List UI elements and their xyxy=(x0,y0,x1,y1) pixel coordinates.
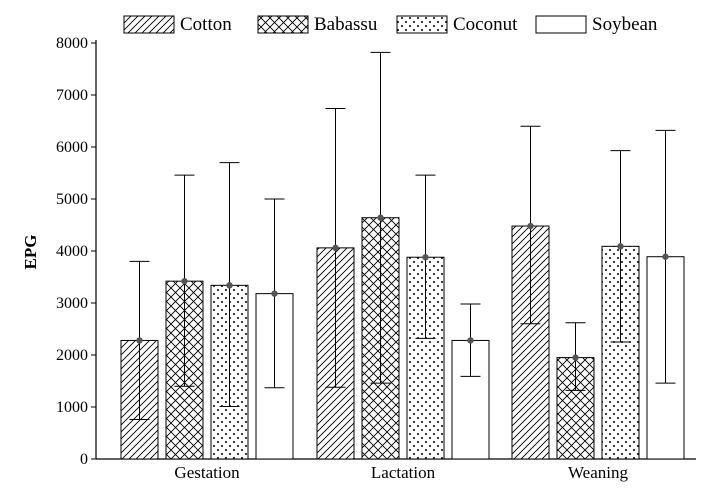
legend-label: Cotton xyxy=(180,14,232,35)
legend-item-coconut: Coconut xyxy=(396,14,518,35)
error-bar-cotton-weaning xyxy=(520,125,541,325)
y-tick-label: 5000 xyxy=(56,191,88,208)
error-bar-babassu-gestation xyxy=(174,174,195,387)
mean-point xyxy=(572,354,579,361)
legend-label: Coconut xyxy=(453,14,518,35)
legend-label: Babassu xyxy=(314,14,378,35)
mean-point xyxy=(377,214,384,221)
y-tick-label: 7000 xyxy=(56,87,88,104)
error-bar-soybean-lactation xyxy=(460,303,481,377)
bars xyxy=(120,217,685,460)
legend-item-cotton: Cotton xyxy=(123,14,232,35)
error-bar-soybean-gestation xyxy=(264,198,285,389)
x-tick-label-weaning: Weaning xyxy=(568,463,628,482)
mean-point xyxy=(467,337,474,344)
error-bar-cotton-gestation xyxy=(129,260,150,420)
y-tick-label: 4000 xyxy=(56,243,88,260)
y-tick-label: 8000 xyxy=(56,35,88,52)
legend-swatch xyxy=(123,15,175,34)
legend-swatch xyxy=(257,15,309,34)
error-bar-coconut-gestation xyxy=(219,162,240,407)
error-bar-coconut-weaning xyxy=(610,150,631,343)
legend-item-babassu: Babassu xyxy=(257,14,378,35)
mean-point xyxy=(226,282,233,289)
y-tick-label: 3000 xyxy=(56,295,88,312)
y-tick-label: 1000 xyxy=(56,399,88,416)
mean-point xyxy=(181,277,188,285)
x-tick-label-lactation: Lactation xyxy=(371,463,436,482)
x-tick-label-gestation: Gestation xyxy=(174,463,240,482)
mean-point xyxy=(271,290,278,297)
error-bar-babassu-lactation xyxy=(370,51,391,384)
error-bar-coconut-lactation xyxy=(415,174,436,339)
error-bars xyxy=(129,51,676,420)
legend-label: Soybean xyxy=(592,14,658,35)
legend: Cotton Babassu Coconut Soybean xyxy=(123,14,658,35)
mean-point xyxy=(617,243,624,250)
mean-point xyxy=(422,254,429,261)
error-bar-cotton-lactation xyxy=(325,108,346,388)
legend-item-soybean: Soybean xyxy=(535,14,658,35)
y-tick-label: 2000 xyxy=(56,347,88,364)
legend-swatch xyxy=(396,15,448,34)
axes: 0 1000 2000 3000 4000 5000 6000 7000 8000 Gestati… xyxy=(56,35,696,482)
legend-swatch xyxy=(535,15,587,34)
y-tick-label: 0 xyxy=(80,451,88,468)
error-bar-babassu-weaning xyxy=(565,322,586,391)
mean-point xyxy=(136,337,143,344)
mean-point xyxy=(332,244,339,252)
error-bar-soybean-weaning xyxy=(655,129,676,384)
y-tick-label: 6000 xyxy=(56,139,88,156)
mean-point xyxy=(662,253,669,260)
mean-point xyxy=(527,222,534,230)
y-axis-label: EPG xyxy=(21,235,40,270)
